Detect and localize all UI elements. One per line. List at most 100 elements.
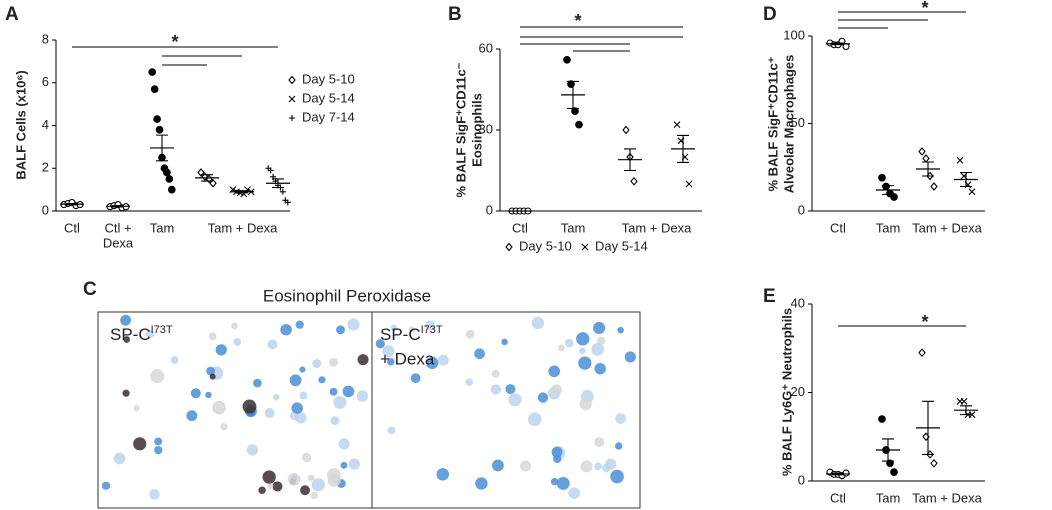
- cell: [338, 438, 350, 450]
- panel-letter: C: [83, 279, 97, 300]
- x-tick-label: Tam + Dexa: [912, 490, 982, 505]
- cell: [436, 468, 450, 481]
- y-tick-label: 0: [42, 202, 49, 217]
- cell: [348, 458, 360, 470]
- cell: [209, 373, 216, 380]
- cell: [579, 347, 586, 355]
- data-point: [167, 185, 176, 194]
- cell: [289, 374, 302, 387]
- cell: [390, 324, 398, 332]
- cell: [101, 481, 111, 490]
- significance-star: *: [921, 0, 928, 18]
- x-tick-label: Ctl: [512, 220, 528, 235]
- data-point: [267, 167, 274, 174]
- error-bar: [677, 134, 689, 163]
- cell: [220, 423, 228, 431]
- cell: [568, 487, 581, 500]
- cell: [357, 354, 369, 366]
- cell: [330, 416, 340, 425]
- cell: [133, 405, 140, 412]
- cell: [475, 477, 488, 490]
- y-axis-label: % BALF SigF⁺CD11c⁻: [453, 62, 468, 197]
- cell: [295, 411, 307, 424]
- panel-letter: A: [5, 4, 19, 25]
- cell: [329, 387, 338, 396]
- cell: [556, 476, 570, 490]
- y-tick-label: 8: [42, 31, 49, 46]
- error-bar: [922, 400, 934, 455]
- cell: [596, 336, 606, 346]
- y-axis-label: Alveolar Macrophages: [781, 55, 796, 194]
- cell: [333, 395, 347, 409]
- cell: [280, 323, 292, 336]
- data-point: [630, 176, 638, 186]
- y-tick-label: 30: [479, 121, 493, 136]
- data-point: [956, 156, 964, 164]
- data-point: [209, 178, 217, 188]
- cell: [425, 320, 435, 331]
- cell: [122, 389, 130, 397]
- x-tick-label: Ctl: [830, 220, 846, 235]
- y-tick-label: 40: [791, 295, 805, 310]
- significance-star: *: [921, 312, 928, 332]
- cell: [356, 390, 369, 402]
- y-tick-label: 50: [791, 115, 805, 130]
- y-tick-label: 0: [486, 202, 493, 217]
- cell: [258, 486, 266, 495]
- cell: [262, 470, 276, 484]
- legend-marker: [289, 115, 295, 121]
- x-tick-label: Ctl: [64, 220, 80, 235]
- error-bar: [882, 185, 894, 195]
- cell: [299, 391, 308, 400]
- panel-letter: E: [763, 286, 776, 307]
- error-bar: [156, 134, 168, 162]
- cell: [386, 357, 395, 366]
- micrograph-label: + Dexa: [380, 349, 435, 368]
- legend-marker: [288, 75, 296, 85]
- cell: [531, 316, 545, 330]
- legend-label: Day 7-14: [302, 109, 355, 124]
- error-bar: [960, 171, 972, 188]
- cell: [190, 388, 201, 399]
- y-tick-label: 20: [791, 384, 805, 399]
- legend-label: Day 5-14: [302, 90, 355, 105]
- data-point: [968, 188, 976, 196]
- data-point: [890, 468, 898, 477]
- data-point: [930, 458, 938, 468]
- data-point: [563, 55, 571, 64]
- cell: [340, 461, 348, 469]
- cell: [301, 452, 312, 463]
- data-point: [673, 121, 681, 128]
- cell: [580, 460, 593, 473]
- cell: [425, 356, 439, 370]
- cell: [307, 474, 315, 482]
- cell: [594, 362, 606, 375]
- cell: [154, 445, 163, 455]
- cell: [205, 391, 212, 399]
- data-point: [150, 85, 159, 94]
- data-point: [886, 459, 894, 468]
- y-tick-label: 4: [42, 117, 49, 132]
- error-bar: [567, 80, 579, 109]
- cell: [326, 468, 341, 483]
- significance-star: *: [171, 32, 178, 52]
- cell: [154, 437, 163, 446]
- x-tick-label: Tam + Dexa: [912, 220, 982, 235]
- cell: [215, 344, 227, 356]
- cell: [474, 348, 485, 360]
- legend-label: Day 5-10: [302, 71, 355, 86]
- cell: [375, 339, 385, 349]
- cell: [593, 321, 606, 335]
- cell: [264, 407, 275, 418]
- data-point: [148, 68, 157, 76]
- cell: [311, 478, 325, 492]
- error-bar: [66, 202, 78, 206]
- cell: [551, 384, 562, 396]
- cell: [123, 336, 131, 343]
- data-point: [878, 415, 886, 423]
- cell: [299, 366, 306, 373]
- significance-star: *: [574, 11, 581, 31]
- data-point: [918, 348, 926, 358]
- cell: [617, 326, 624, 334]
- data-point: [922, 154, 930, 163]
